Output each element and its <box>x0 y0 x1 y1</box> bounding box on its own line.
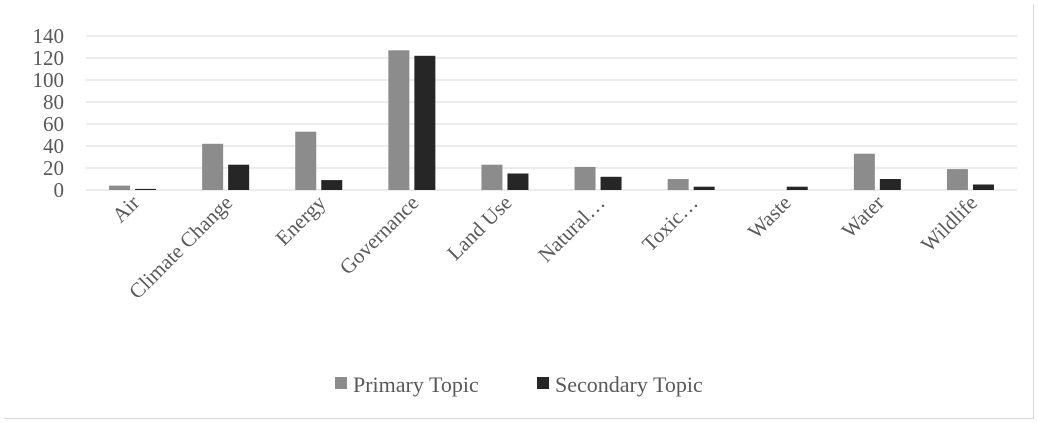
bar-primary-topic <box>667 179 689 190</box>
bar-primary-topic <box>853 153 875 190</box>
y-tick-label: 120 <box>33 46 65 70</box>
bar-secondary-topic <box>972 184 994 190</box>
bar-secondary-topic <box>414 55 436 190</box>
legend-label: Primary Topic <box>353 372 479 397</box>
x-category-label: Land Use <box>442 191 516 265</box>
y-tick-label: 40 <box>43 134 64 158</box>
y-tick-label: 100 <box>33 68 65 92</box>
bar-primary-topic <box>109 185 131 190</box>
legend-label: Secondary Topic <box>555 372 703 397</box>
bar-secondary-topic <box>135 188 157 190</box>
y-tick-label: 60 <box>43 112 64 136</box>
gridlines <box>86 35 1017 191</box>
bar-primary-topic <box>295 131 317 190</box>
bar-secondary-topic <box>321 180 343 190</box>
y-tick-label: 0 <box>54 178 65 202</box>
legend: Primary Topic Secondary Topic <box>335 372 703 397</box>
x-category-label: Energy <box>271 190 331 250</box>
chart-frame <box>4 4 1034 419</box>
bar-secondary-topic <box>879 179 901 190</box>
bar-secondary-topic <box>228 164 250 190</box>
legend-swatch <box>335 377 347 389</box>
x-category-label: Toxic… <box>637 191 702 256</box>
bar-secondary-topic <box>507 173 529 190</box>
x-category-label: Governance <box>335 191 424 280</box>
bar-secondary-topic <box>693 186 715 190</box>
x-category-label: Water <box>837 191 889 243</box>
bar-primary-topic <box>574 166 596 190</box>
bar-primary-topic <box>388 50 410 190</box>
y-tick-label: 80 <box>43 90 64 114</box>
x-category-label: Waste <box>743 191 796 244</box>
bar-secondary-topic <box>600 176 622 190</box>
legend-swatch <box>537 377 549 389</box>
bar-secondary-topic <box>786 186 808 190</box>
bars <box>109 50 994 190</box>
y-tick-label: 20 <box>43 156 64 180</box>
bar-primary-topic <box>946 169 968 190</box>
x-category-label: Wildlife <box>916 191 982 257</box>
bar-primary-topic <box>481 164 503 190</box>
bar-primary-topic <box>202 143 224 190</box>
x-category-label: Air <box>107 191 144 228</box>
x-category-label: Natural… <box>533 191 609 267</box>
y-tick-label: 140 <box>33 24 65 48</box>
